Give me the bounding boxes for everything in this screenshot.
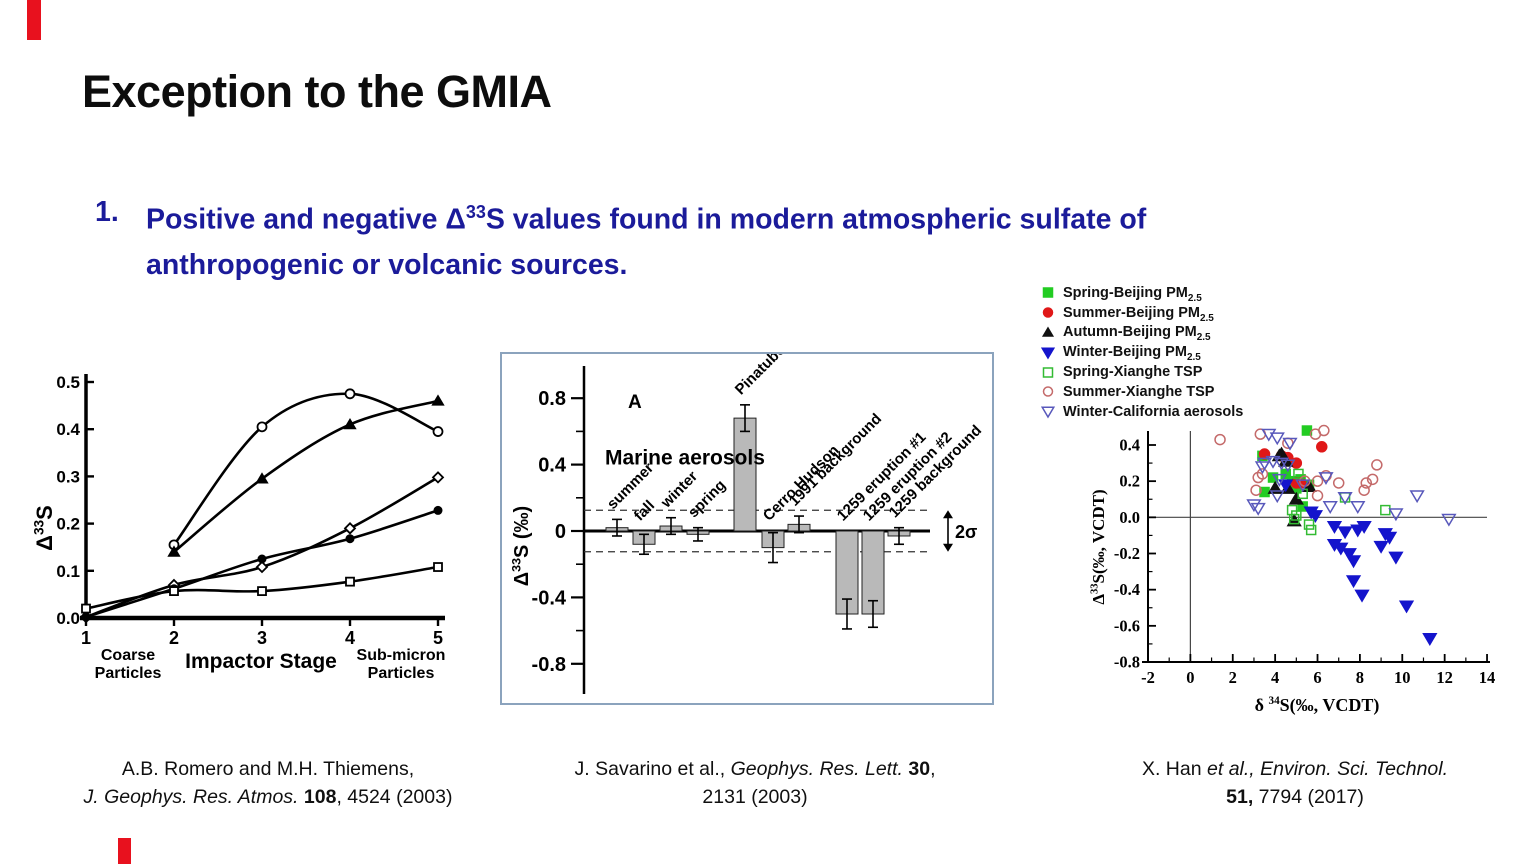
citation-han: X. Han et al., Environ. Sci. Technol. 51… bbox=[1141, 758, 1449, 808]
svg-text:0: 0 bbox=[555, 521, 566, 543]
legend-item: Summer-Xianghe TSP bbox=[1040, 382, 1243, 402]
triangle-down-filled-icon bbox=[1040, 347, 1056, 360]
svg-text:0.3: 0.3 bbox=[56, 467, 80, 486]
svg-text:Coarse: Coarse bbox=[101, 647, 155, 664]
svg-text:Particles: Particles bbox=[368, 665, 435, 682]
svg-text:-0.8: -0.8 bbox=[1114, 652, 1140, 671]
square-filled-icon bbox=[1042, 287, 1054, 299]
svg-text:0.4: 0.4 bbox=[1119, 436, 1140, 455]
figure-impactor-stage-line-chart: 0.0 0.1 0.2 0.3 0.4 0.5 1 2 3 4 5 Δ33S Impactor Stag… bbox=[28, 360, 460, 682]
citation-romero-thiemens: A.B. Romero and M.H. Thiemens, J. Geophy… bbox=[83, 758, 453, 808]
bullet-text: Positive and negative Δ33S values found … bbox=[146, 190, 1146, 288]
citation-savarino: J. Savarino et al., Geophys. Res. Lett. … bbox=[574, 758, 936, 808]
svg-text:-0.4: -0.4 bbox=[532, 587, 567, 609]
svg-text:12: 12 bbox=[1436, 668, 1453, 687]
figure-scatter-chart: Spring-Beijing PM2.5 Summer-Beijing PM2.5… bbox=[1030, 283, 1502, 735]
svg-text:fall: fall bbox=[631, 497, 658, 524]
svg-text:4: 4 bbox=[345, 628, 355, 648]
svg-text:0.5: 0.5 bbox=[56, 373, 80, 392]
svg-text:-0.8: -0.8 bbox=[532, 654, 566, 676]
scatter-chart-svg: -2 0 2 4 6 8 10 12 14 0.4 0.2 0.0 -0.2 -0.4 -0.6 -0.8 δ … bbox=[1089, 424, 1496, 716]
svg-text:1: 1 bbox=[81, 628, 91, 648]
legend-label: Winter-Beijing PM2.5 bbox=[1063, 344, 1201, 364]
legend-label: Summer-Beijing PM2.5 bbox=[1063, 304, 1214, 324]
svg-text:Sub-micron: Sub-micron bbox=[357, 647, 446, 664]
svg-text:0.0: 0.0 bbox=[56, 609, 80, 628]
legend-label: Summer-Xianghe TSP bbox=[1063, 383, 1215, 400]
svg-text:0.0: 0.0 bbox=[1119, 508, 1140, 527]
figure-aerosol-bar-chart: 0.8 0.4 0 -0.4 -0.8 summer fall winter spring Pin… bbox=[500, 341, 994, 705]
legend-label: Spring-Beijing PM2.5 bbox=[1063, 284, 1202, 304]
svg-text:Δ33S: Δ33S bbox=[32, 505, 57, 551]
svg-text:3: 3 bbox=[257, 628, 267, 648]
svg-text:2: 2 bbox=[169, 628, 179, 648]
svg-text:0.8: 0.8 bbox=[538, 388, 566, 410]
legend-item: Summer-Beijing PM2.5 bbox=[1040, 303, 1243, 324]
svg-text:-0.2: -0.2 bbox=[1114, 544, 1140, 563]
svg-text:5: 5 bbox=[433, 628, 443, 648]
legend-label: Spring-Xianghe TSP bbox=[1063, 364, 1203, 381]
legend-item: Autumn-Beijing PM2.5 bbox=[1040, 323, 1243, 343]
svg-text:0.4: 0.4 bbox=[538, 455, 567, 477]
legend-item: Spring-Xianghe TSP bbox=[1040, 362, 1243, 382]
svg-text:10: 10 bbox=[1394, 668, 1411, 687]
svg-text:2σ: 2σ bbox=[955, 522, 977, 542]
scatter-legend: Spring-Beijing PM2.5 Summer-Beijing PM2.5… bbox=[1040, 283, 1243, 422]
circle-filled-icon bbox=[1042, 307, 1054, 318]
legend-item: Spring-Beijing PM2.5 bbox=[1040, 283, 1243, 304]
svg-text:0: 0 bbox=[1186, 668, 1194, 687]
svg-text:0.1: 0.1 bbox=[56, 562, 80, 581]
bullet-line-2: anthropogenic or volcanic sources. bbox=[146, 248, 628, 281]
triangle-down-open-icon bbox=[1040, 406, 1056, 419]
svg-text:4: 4 bbox=[1271, 668, 1279, 687]
svg-text:0.2: 0.2 bbox=[1119, 472, 1140, 491]
svg-text:Marine aerosols: Marine aerosols bbox=[605, 447, 765, 470]
svg-text:Δ33S(‰, VCDT): Δ33S(‰, VCDT) bbox=[1089, 489, 1108, 604]
legend-item: Winter-California aerosols bbox=[1040, 402, 1243, 422]
red-accent-bar-bottom bbox=[118, 838, 131, 864]
legend-label: Autumn-Beijing PM2.5 bbox=[1063, 324, 1211, 344]
svg-text:6: 6 bbox=[1313, 668, 1321, 687]
svg-text:Impactor Stage: Impactor Stage bbox=[185, 650, 337, 673]
svg-text:-0.4: -0.4 bbox=[1114, 580, 1140, 599]
red-accent-bar-top bbox=[27, 0, 41, 40]
svg-text:0.2: 0.2 bbox=[56, 515, 80, 534]
triangle-up-filled-icon bbox=[1041, 326, 1055, 337]
svg-text:14: 14 bbox=[1479, 668, 1496, 687]
bullet-item-1: 1. Positive and negative Δ33S values fou… bbox=[95, 190, 1146, 288]
svg-text:2: 2 bbox=[1229, 668, 1237, 687]
svg-text:0.4: 0.4 bbox=[56, 420, 80, 439]
svg-text:A: A bbox=[628, 392, 642, 413]
svg-text:-0.6: -0.6 bbox=[1114, 616, 1140, 635]
svg-text:Pinatubo: Pinatubo bbox=[732, 354, 789, 398]
svg-text:-2: -2 bbox=[1141, 668, 1155, 687]
svg-text:Particles: Particles bbox=[95, 665, 162, 682]
line-chart-svg: 0.0 0.1 0.2 0.3 0.4 0.5 1 2 3 4 5 Δ33S Impactor Stag… bbox=[32, 373, 446, 682]
svg-text:8: 8 bbox=[1356, 668, 1364, 687]
legend-item: Winter-Beijing PM2.5 bbox=[1040, 342, 1243, 364]
bullet-line-1: Positive and negative Δ33S values found … bbox=[146, 202, 1147, 236]
square-open-icon bbox=[1042, 366, 1054, 378]
circle-open-icon bbox=[1042, 386, 1054, 398]
legend-label: Winter-California aerosols bbox=[1063, 403, 1244, 420]
svg-text:Δ33S (‰): Δ33S (‰) bbox=[509, 506, 533, 586]
svg-text:δ 34S(‰, VCDT): δ 34S(‰, VCDT) bbox=[1255, 695, 1380, 716]
page-title: Exception to the GMIA bbox=[82, 66, 552, 117]
bullet-number: 1. bbox=[95, 196, 119, 228]
